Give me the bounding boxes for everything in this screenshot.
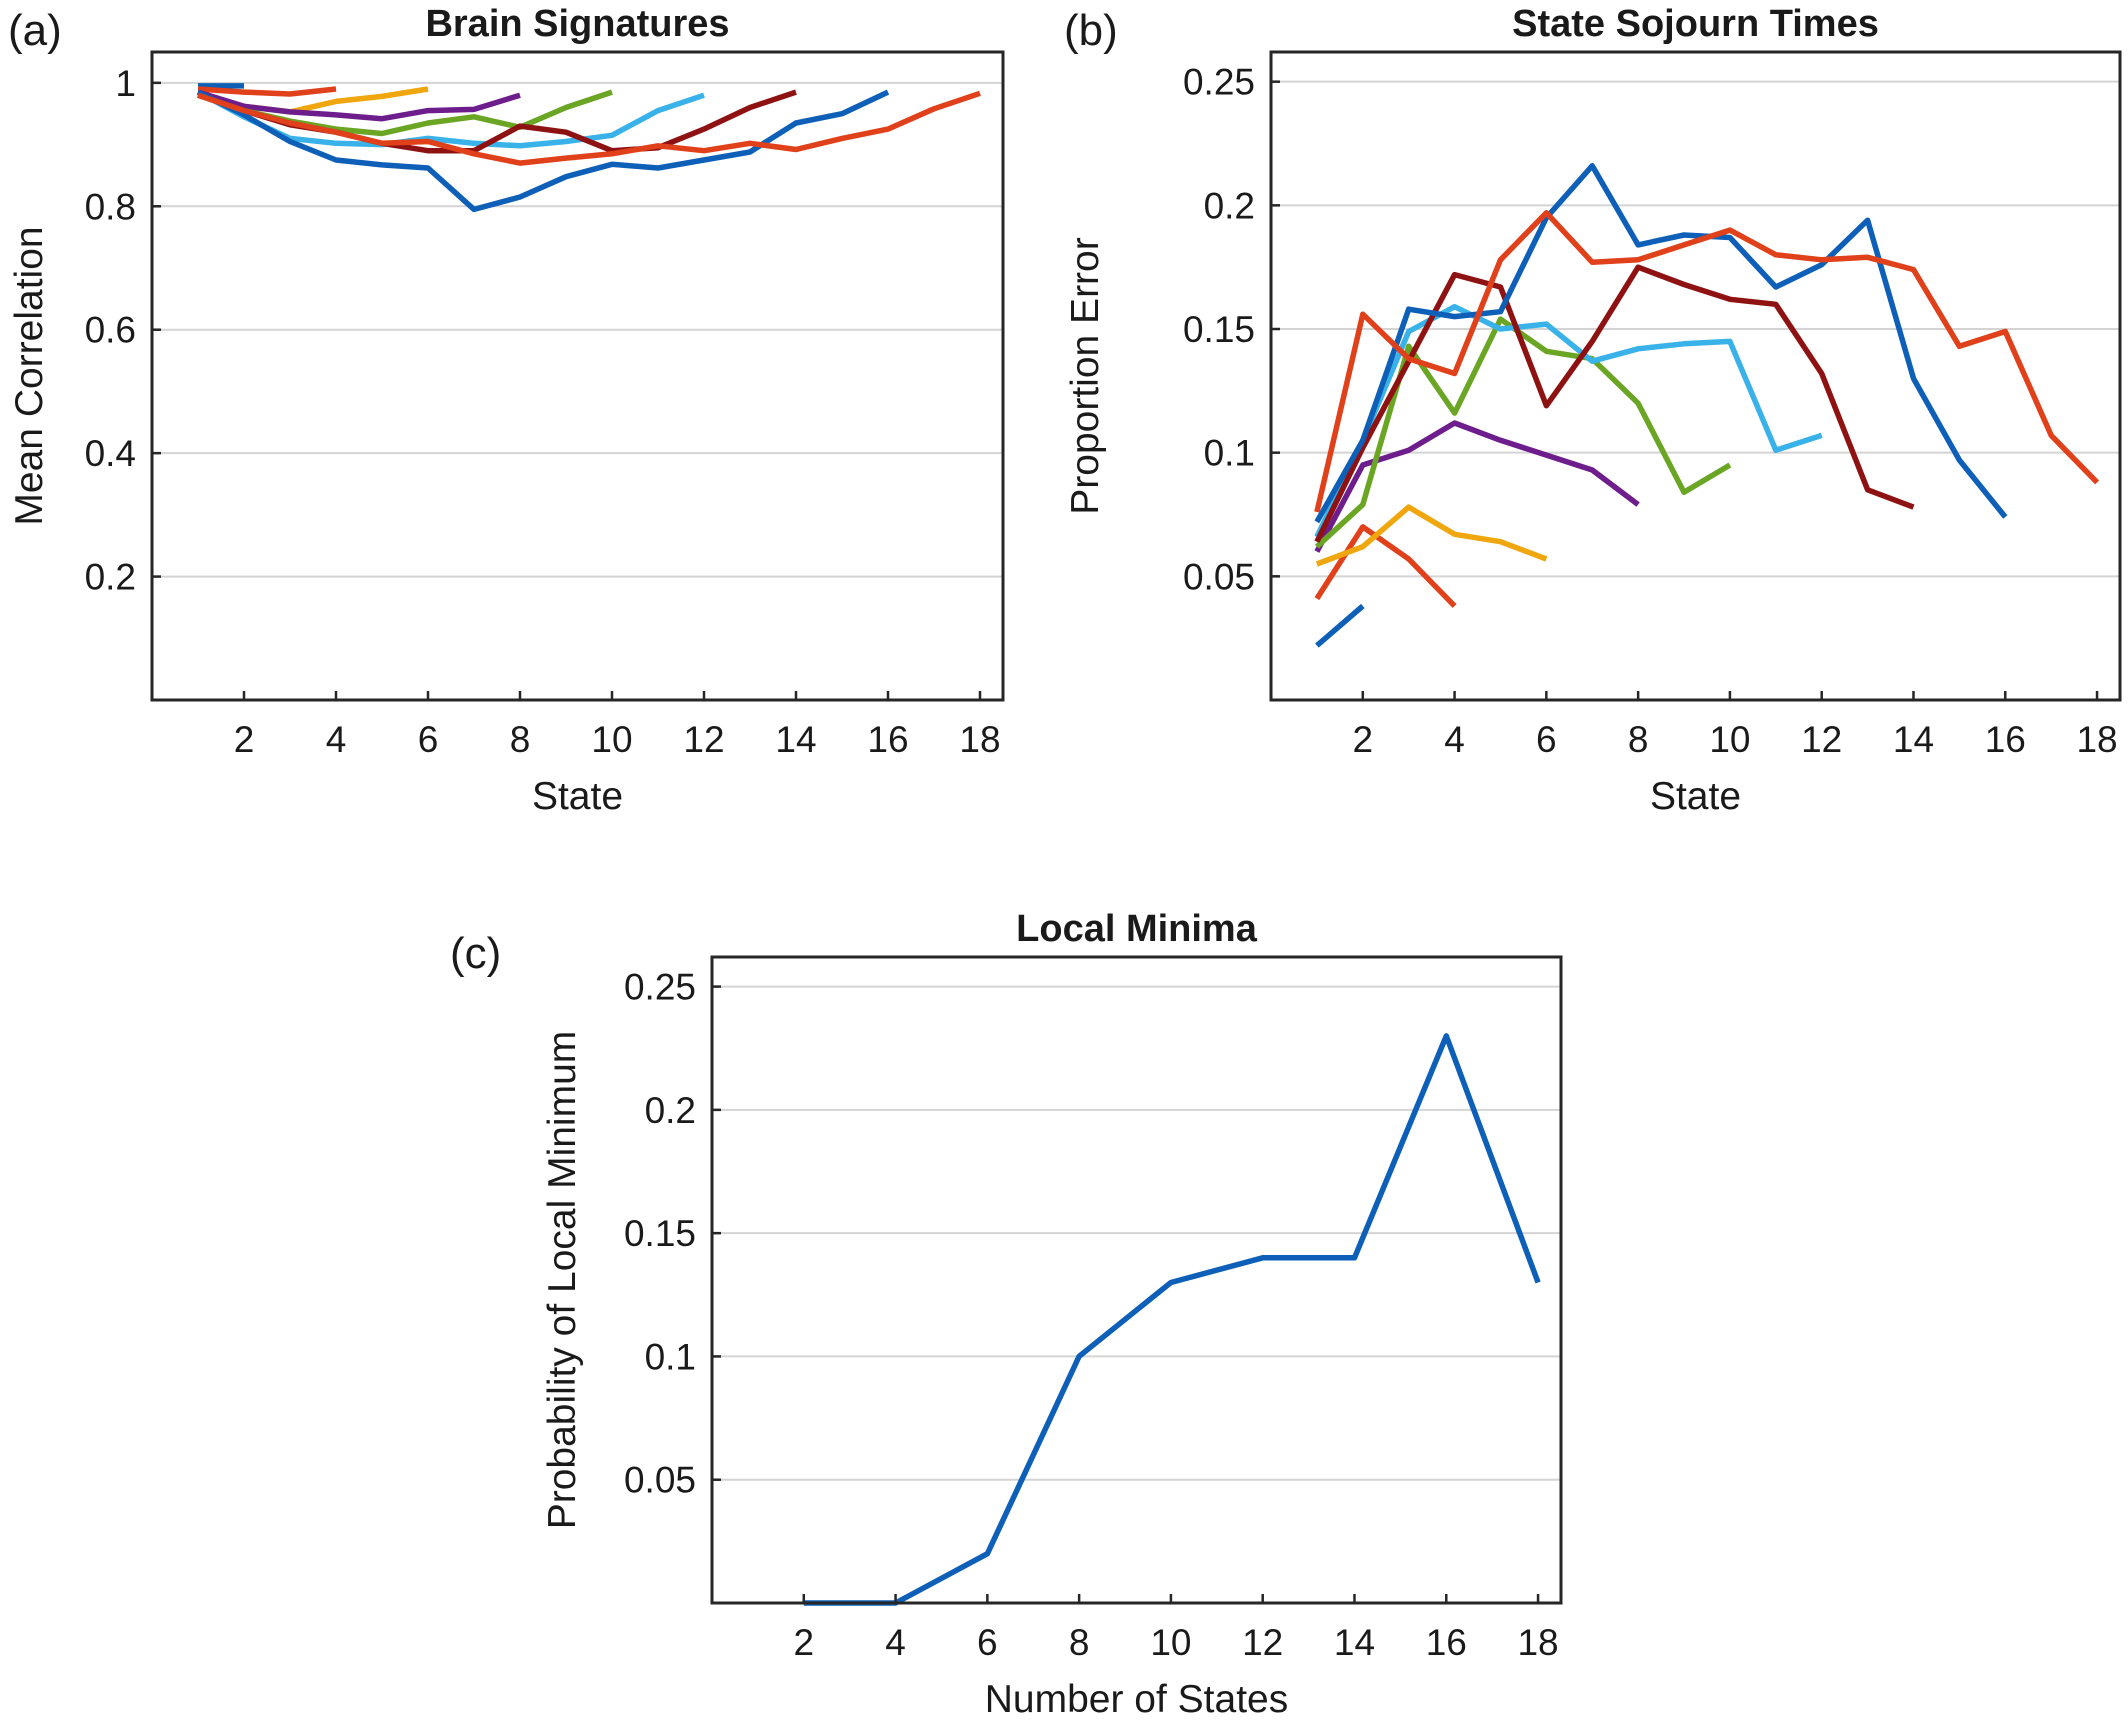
x-tick-label: 18 [2076,719,2117,760]
y-tick-label: 0.8 [85,186,136,227]
series-line-9 [1314,210,2100,513]
panel-label: (b) [1064,6,1118,55]
x-tick-label: 4 [326,719,347,760]
x-tick-label: 10 [591,719,632,760]
y-tick-label: 0.1 [645,1336,696,1377]
x-tick-label: 10 [1709,719,1750,760]
series-line-1 [1315,603,1365,648]
x-tick-label: 18 [1517,1622,1558,1663]
y-tick-label: 0.25 [624,967,696,1008]
x-tick-label: 2 [1352,719,1373,760]
x-tick-label: 2 [234,719,255,760]
chart-title: Brain Signatures [425,3,729,45]
x-tick-label: 16 [1985,719,2026,760]
axes-frame [1269,50,2122,702]
x-tick-label: 8 [1069,1622,1090,1663]
y-tick-label: 0.2 [1204,185,1255,226]
x-tick-label: 4 [885,1622,906,1663]
y-tick-label: 0.15 [1183,309,1255,350]
panel-label: (a) [8,6,62,55]
y-tick-label: 0.25 [1183,62,1255,103]
x-tick-label: 8 [1628,719,1649,760]
x-tick-label: 14 [1893,719,1934,760]
series-line-5 [1315,316,1732,549]
x-tick-label: 14 [1334,1622,1375,1663]
series-line-3 [1315,504,1548,567]
y-tick-label: 0.1 [1204,433,1255,474]
series-line-7 [1314,264,1915,543]
x-tick-label: 8 [510,719,531,760]
y-tick-label: 1 [115,63,136,104]
x-tick-label: 16 [1426,1622,1467,1663]
chart-title: State Sojourn Times [1512,3,1879,45]
series-line-8 [196,89,890,213]
y-axis-label: Probability of Local Minimum [541,1031,584,1530]
series-line-2 [1314,524,1457,608]
x-tick-label: 18 [959,719,1000,760]
y-axis-label: Proportion Error [1064,237,1107,514]
series-line-4 [1314,420,1640,553]
chart-panel-2: 0.05 0.1 0.15 0.2 0.25 2 4 6 8 10 12 14 16 18 State So… [1064,3,2122,818]
chart-panel-3: 0.05 0.1 0.15 0.2 0.25 2 4 6 8 10 12 14 16 18 Local Mi… [450,908,1563,1721]
y-tick-label: 0.2 [645,1090,696,1131]
series-line-2 [197,86,337,97]
x-tick-label: 10 [1150,1622,1191,1663]
x-axis-label: State [1650,775,1741,818]
chart-title: Local Minima [1016,908,1258,950]
axes-frame [710,955,1563,1605]
x-tick-label: 6 [1536,719,1557,760]
y-tick-label: 0.15 [624,1213,696,1254]
x-axis-label: State [532,775,623,818]
x-tick-label: 16 [867,719,908,760]
y-tick-label: 0.05 [624,1460,696,1501]
series-line-9 [197,90,981,166]
x-tick-label: 12 [683,719,724,760]
y-tick-label: 0.2 [85,557,136,598]
x-tick-label: 4 [1444,719,1465,760]
series-line-1 [803,1033,1541,1606]
series-line-4 [197,89,521,122]
x-tick-label: 12 [1242,1622,1283,1663]
series-line-8 [1314,163,2008,524]
axes-frame [150,50,1005,702]
y-axis-label: Mean Correlation [8,226,51,525]
x-tick-label: 6 [418,719,439,760]
x-tick-label: 12 [1801,719,1842,760]
y-tick-label: 0.4 [85,433,136,474]
y-tick-label: 0.05 [1183,556,1255,597]
x-tick-label: 6 [977,1622,998,1663]
x-axis-label: Number of States [985,1678,1288,1721]
y-tick-label: 0.6 [85,310,136,351]
x-tick-label: 2 [793,1622,814,1663]
panel-label: (c) [450,929,501,978]
x-tick-label: 14 [775,719,816,760]
